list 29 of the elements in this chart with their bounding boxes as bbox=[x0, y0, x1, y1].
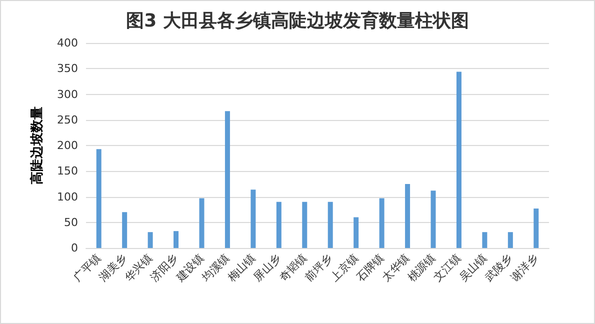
bar bbox=[328, 202, 333, 248]
y-tick-label: 50 bbox=[64, 216, 78, 229]
y-tick-label: 0 bbox=[71, 242, 78, 254]
bar bbox=[534, 208, 539, 248]
bar bbox=[354, 217, 359, 248]
y-tick-label: 400 bbox=[57, 36, 78, 50]
y-tick-label: 100 bbox=[57, 190, 78, 204]
bar bbox=[430, 190, 436, 248]
bar bbox=[224, 111, 230, 248]
y-tick-label: 350 bbox=[57, 62, 78, 76]
y-axis-title: 高陡边坡数量 bbox=[29, 106, 45, 184]
bar bbox=[482, 232, 488, 248]
bar bbox=[174, 231, 179, 248]
bar bbox=[302, 202, 308, 248]
y-tick-label: 250 bbox=[57, 113, 78, 126]
bar bbox=[379, 198, 384, 248]
bar bbox=[276, 202, 282, 248]
bar bbox=[96, 149, 102, 248]
bar bbox=[405, 184, 410, 248]
bar bbox=[250, 190, 256, 248]
bar bbox=[508, 232, 513, 248]
bar bbox=[148, 232, 153, 248]
y-tick-label: 300 bbox=[57, 88, 78, 101]
y-tick-label: 200 bbox=[57, 139, 78, 152]
bar bbox=[122, 212, 128, 248]
bar bbox=[199, 198, 204, 248]
chart-title: 图3 大田县各乡镇高陡边坡发育数量柱状图 bbox=[126, 10, 469, 32]
y-tick-label: 150 bbox=[57, 164, 78, 178]
bar bbox=[456, 72, 462, 248]
